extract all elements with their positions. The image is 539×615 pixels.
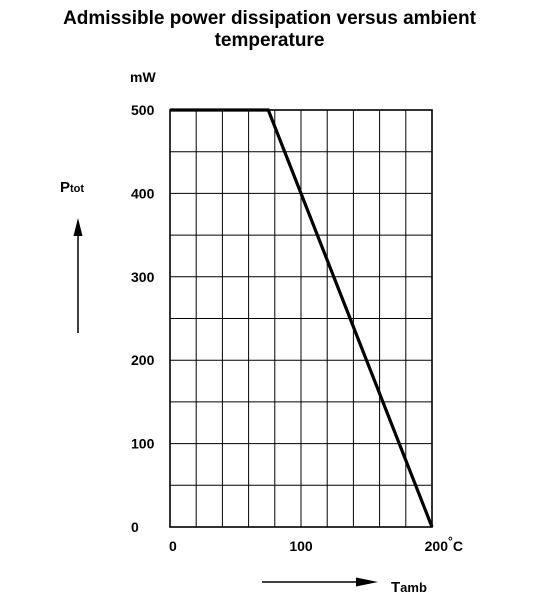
derating-curve [170,108,434,528]
tick-layer: 0 100 200 300 400 500 0 100 200 [131,102,448,554]
chart-title-line-1: Admissible power dissipation versus ambi… [63,8,476,29]
y-axis-label: Ptot [60,179,84,196]
frame-layer [169,109,433,528]
x-tick-label: 0 [169,538,177,554]
x-axis-arrow-head [356,577,378,587]
y-tick-label: 400 [131,185,155,201]
series-layer [170,108,434,528]
y-axis-label-sub: tot [70,183,84,195]
chart-title-line-2: temperature [214,30,325,51]
x-unit-label: °C [448,534,463,554]
y-tick-label: 100 [131,436,155,452]
y-axis-label-main: P [60,179,70,196]
x-axis-label-main: T [391,579,400,596]
x-axis-label-sub: amb [400,580,427,595]
y-unit-label: mW [130,69,156,85]
grid-layer [170,110,432,527]
x-tick-label: 100 [289,538,313,554]
y-tick-label: 0 [131,519,139,535]
x-unit-letter: C [453,538,463,554]
y-tick-label: 200 [131,352,155,368]
y-tick-label: 500 [131,102,155,118]
y-axis-arrow-head [73,218,83,236]
x-unit-degree: ° [448,534,453,548]
chart-title: Admissible power dissipation versus ambi… [0,8,539,52]
x-axis-label: Tamb [391,579,427,596]
plot-frame [169,109,433,528]
y-tick-label: 300 [131,269,155,285]
x-tick-label: 200 [425,538,449,554]
